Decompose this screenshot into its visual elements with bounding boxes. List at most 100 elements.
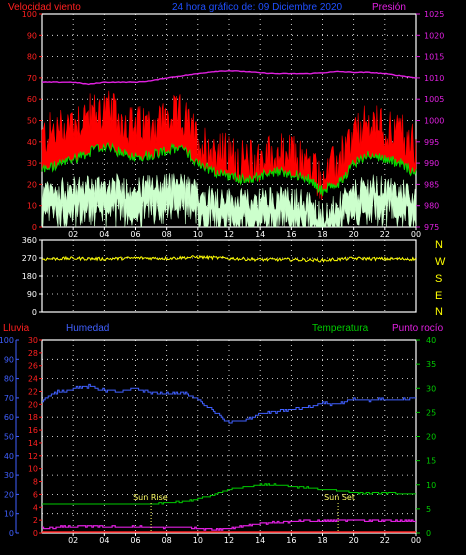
dir-label-n-top: N (435, 239, 443, 251)
humidity-y-tick: 30 (4, 471, 14, 480)
temperature-y-tick: 40 (426, 336, 436, 345)
lower-x-tick: 02 (68, 536, 78, 545)
wind-x-tick: 02 (68, 230, 78, 239)
rain-label: Lluvia (3, 323, 30, 334)
humidity-y-tick: 60 (4, 413, 14, 422)
wind-x-tick: 10 (193, 230, 203, 239)
rain-y-tick: 30 (28, 336, 38, 345)
wind-x-tick: 00 (411, 230, 421, 239)
lower-panel-grid (42, 340, 416, 533)
temperature-y-tick: 35 (426, 360, 436, 369)
direction-series-group (41, 254, 417, 263)
temperature-y-tick: 5 (426, 505, 431, 514)
wind-y-tick: 0 (32, 223, 37, 232)
dir-y-tick: 180 (22, 272, 37, 281)
direction-panel-grid (42, 240, 416, 312)
wind-y-tick: 30 (27, 159, 37, 168)
lower-x-tick: 08 (162, 536, 172, 545)
pressure-label: Presión (372, 2, 406, 13)
lower-x-tick: 16 (286, 536, 296, 545)
temperature-y-tick: 25 (426, 408, 436, 417)
dir-y-tick: 270 (22, 254, 37, 263)
temperature-series (42, 483, 416, 505)
temperature-y-tick: 15 (426, 457, 436, 466)
rain-y-tick: 20 (28, 400, 38, 409)
pressure-y-tick: 1020 (424, 31, 444, 40)
lower-axes: 0102030405060708090100024681012141618202… (0, 336, 436, 545)
wind-x-tick: 16 (286, 230, 296, 239)
wind-y-tick: 80 (27, 53, 37, 62)
rain-y-tick: 16 (28, 426, 38, 435)
humidity-y-tick: 50 (4, 433, 14, 442)
wind-y-tick: 10 (27, 202, 37, 211)
pressure-y-tick: 980 (424, 202, 439, 211)
wind-direction-series (41, 254, 417, 263)
rain-y-tick: 8 (33, 478, 38, 487)
rain-y-tick: 22 (28, 387, 38, 396)
rain-y-tick: 28 (28, 349, 38, 358)
wind-y-tick: 100 (22, 10, 37, 19)
humidity-y-tick: 10 (4, 510, 14, 519)
pressure-y-tick: 1015 (424, 53, 444, 62)
wind-y-tick: 40 (27, 138, 37, 147)
rain-y-tick: 6 (33, 490, 38, 499)
pressure-y-tick: 995 (424, 138, 439, 147)
wind-axes: 0102030405060708090100975980985990995100… (22, 10, 445, 239)
temperature-y-tick: 0 (426, 529, 431, 538)
rain-y-tick: 18 (28, 413, 38, 422)
dir-label-n-bottom: N (435, 306, 443, 318)
humidity-y-tick: 100 (0, 336, 14, 345)
lower-x-tick: 06 (130, 536, 140, 545)
lower-x-tick: 00 (411, 536, 421, 545)
rain-y-tick: 24 (28, 375, 38, 384)
rain-y-tick: 0 (33, 529, 38, 538)
dir-label-w: W (435, 256, 446, 268)
humidity-y-tick: 80 (4, 375, 14, 384)
lower-series-group (42, 383, 416, 533)
pressure-y-tick: 1000 (424, 117, 444, 126)
temperature-y-tick: 20 (426, 433, 436, 442)
temperature-y-tick: 30 (426, 384, 436, 393)
pressure-y-tick: 990 (424, 159, 439, 168)
dewpoint-label: Punto rocío (392, 323, 444, 334)
wind-x-tick: 22 (380, 230, 390, 239)
pressure-y-tick: 975 (424, 223, 439, 232)
rain-y-tick: 14 (28, 439, 38, 448)
wind-y-tick: 90 (27, 31, 37, 40)
humidity-y-tick: 20 (4, 490, 14, 499)
humidity-label: Humedad (66, 323, 109, 334)
wind-panel-grid (42, 14, 416, 227)
dewpoint-series (42, 519, 416, 531)
humidity-y-tick: 70 (4, 394, 14, 403)
direction-axes: 0 90 180 270 360 (22, 236, 42, 317)
rain-y-tick: 4 (33, 503, 38, 512)
rain-y-tick: 12 (28, 452, 38, 461)
pressure-y-tick: 1010 (424, 74, 444, 83)
rain-y-tick: 26 (28, 362, 38, 371)
wind-x-tick: 04 (99, 230, 109, 239)
dir-label-s: S (435, 273, 442, 285)
lower-x-tick: 22 (380, 536, 390, 545)
wind-avg-series (41, 141, 417, 196)
wind-speed-label: Velocidad viento (8, 2, 81, 13)
pressure-y-tick: 1025 (424, 10, 444, 19)
lower-x-tick: 14 (255, 536, 265, 545)
humidity-y-tick: 40 (4, 452, 14, 461)
humidity-y-tick: 0 (9, 529, 14, 538)
pressure-y-tick: 985 (424, 180, 439, 189)
dir-y-tick: 360 (22, 236, 37, 245)
humidity-series (42, 383, 416, 424)
temperature-y-tick: 10 (426, 481, 436, 490)
lower-x-tick: 20 (349, 536, 359, 545)
wind-y-tick: 60 (27, 95, 37, 104)
sun-set-label: Sun Set (324, 493, 355, 502)
wind-y-tick: 70 (27, 74, 37, 83)
wind-x-tick: 06 (130, 230, 140, 239)
wind-x-tick: 08 (162, 230, 172, 239)
lower-x-tick: 04 (99, 536, 109, 545)
dir-label-e: E (435, 290, 442, 302)
sun-rise-label: Sun Rise (133, 493, 168, 502)
humidity-y-tick: 90 (4, 355, 14, 364)
lower-x-tick: 12 (224, 536, 234, 545)
